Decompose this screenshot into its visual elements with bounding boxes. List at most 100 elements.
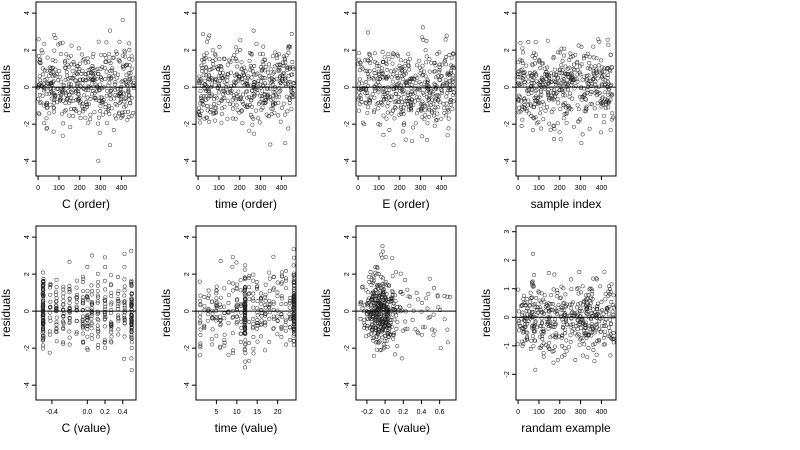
data-point (38, 78, 43, 83)
data-point (54, 304, 59, 309)
data-point (129, 327, 134, 332)
data-point (75, 278, 79, 283)
data-point (42, 103, 47, 108)
data-point (96, 334, 100, 339)
data-point (516, 72, 521, 76)
data-point (391, 79, 395, 84)
data-point (587, 287, 592, 292)
data-point (606, 73, 611, 78)
data-point (214, 314, 219, 319)
data-point (52, 72, 57, 77)
data-point (570, 96, 575, 101)
data-point (81, 340, 86, 345)
data-point (283, 317, 288, 322)
data-point (520, 67, 525, 72)
data-point (232, 95, 237, 100)
data-point (381, 90, 386, 95)
data-point (381, 132, 386, 137)
data-point (198, 89, 203, 94)
data-point (400, 129, 405, 134)
data-point (546, 271, 551, 275)
data-point (109, 321, 114, 326)
data-point (129, 319, 134, 324)
data-point (533, 338, 538, 343)
data-point (398, 71, 402, 76)
data-point (526, 98, 531, 103)
data-point (96, 295, 100, 300)
data-point (562, 46, 567, 51)
data-point (48, 281, 53, 286)
data-point (573, 358, 578, 362)
data-point (364, 80, 368, 84)
data-point (366, 30, 370, 35)
data-point (223, 90, 228, 95)
data-point (104, 69, 109, 74)
data-point (398, 271, 403, 276)
data-point (96, 121, 101, 126)
data-point (283, 60, 288, 65)
data-point (286, 81, 290, 86)
data-point (525, 306, 530, 311)
data-point (425, 306, 430, 311)
data-point (521, 293, 526, 298)
data-point (218, 345, 223, 350)
data-point (261, 62, 266, 67)
data-point (81, 106, 86, 111)
data-point (445, 294, 450, 299)
data-point (429, 60, 434, 65)
data-point (219, 75, 224, 80)
data-point (230, 56, 235, 61)
data-point (376, 106, 381, 111)
data-point (102, 66, 107, 71)
data-point (41, 302, 46, 307)
data-point (447, 294, 452, 299)
data-point (96, 345, 100, 350)
data-point (245, 89, 250, 94)
data-point (49, 91, 54, 96)
data-point (267, 306, 272, 311)
data-point (243, 294, 248, 299)
data-point (538, 106, 543, 111)
points-layer (516, 251, 616, 372)
data-point (292, 287, 296, 292)
data-point (383, 323, 388, 328)
data-point (256, 116, 261, 121)
data-point (414, 290, 419, 295)
data-point (451, 79, 456, 84)
data-point (270, 106, 275, 111)
data-point (109, 300, 114, 305)
data-point (404, 80, 409, 85)
data-point (379, 252, 383, 257)
data-point (581, 321, 586, 326)
data-point (442, 59, 447, 64)
data-point (390, 108, 395, 113)
data-point (61, 291, 66, 296)
data-point (273, 50, 278, 55)
data-point (533, 367, 538, 372)
data-point (442, 317, 447, 322)
data-point (234, 314, 239, 319)
data-point (129, 340, 134, 345)
data-point (225, 98, 230, 103)
x-tick-label: 0.2 (398, 409, 408, 416)
data-point (557, 50, 562, 55)
points-layer (40, 248, 134, 373)
data-point (560, 325, 565, 329)
data-point (218, 314, 223, 319)
data-point (220, 96, 225, 101)
data-point (394, 270, 399, 275)
data-point (112, 96, 117, 101)
data-point (411, 102, 416, 107)
data-point (200, 101, 205, 106)
data-point (578, 86, 583, 91)
data-point (97, 99, 102, 104)
data-point (598, 329, 603, 334)
data-point (67, 301, 72, 305)
data-point (451, 73, 456, 78)
data-point (244, 78, 249, 83)
data-point (95, 327, 100, 331)
data-point (525, 321, 530, 326)
data-point (102, 255, 107, 260)
data-point (127, 41, 131, 46)
